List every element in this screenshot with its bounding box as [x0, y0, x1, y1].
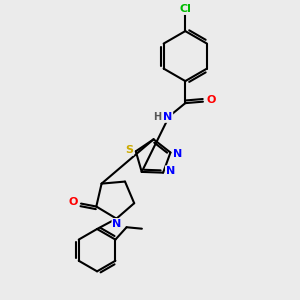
Text: O: O [68, 197, 77, 207]
Text: N: N [112, 219, 122, 229]
Text: O: O [206, 95, 216, 105]
Text: H: H [153, 112, 161, 122]
Text: N: N [163, 112, 172, 122]
Text: Cl: Cl [179, 4, 191, 14]
Text: S: S [125, 145, 133, 155]
Text: N: N [166, 166, 175, 176]
Text: N: N [173, 149, 182, 159]
